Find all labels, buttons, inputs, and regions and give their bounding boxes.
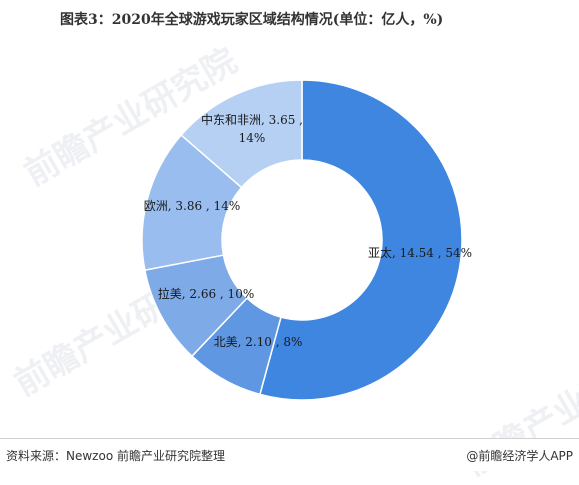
source-note: 资料来源：Newzoo 前瞻产业研究院整理 [6,449,225,463]
chart-data-labels: 亚太, 14.54 , 54% 北美, 2.10 , 8% 拉美, 2.66 , 1… [144,112,472,349]
data-label-2: 拉美, 2.66 , 10% [158,286,254,301]
data-label-0: 亚太, 14.54 , 54% [368,245,472,260]
data-label-1: 北美, 2.10 , 8% [214,335,303,349]
slice-0 [259,79,463,401]
chart-slices [141,79,463,401]
data-label-3: 欧洲, 3.86 , 14% [144,199,240,213]
footer: 资料来源：Newzoo 前瞻产业研究院整理 @前瞻经济学人APP [0,438,579,471]
chart-title: 图表3：2020年全球游戏玩家区域结构情况(单位：亿人，%) [60,12,444,28]
data-label-4: 中东和非洲, 3.65 , 14% [201,112,303,145]
footer-divider [0,438,579,439]
credit-note: @前瞻经济学人APP [466,449,573,463]
slice-4 [180,79,303,189]
donut-chart: 亚太, 14.54 , 54% 北美, 2.10 , 8% 拉美, 2.66 , 1… [141,79,472,401]
